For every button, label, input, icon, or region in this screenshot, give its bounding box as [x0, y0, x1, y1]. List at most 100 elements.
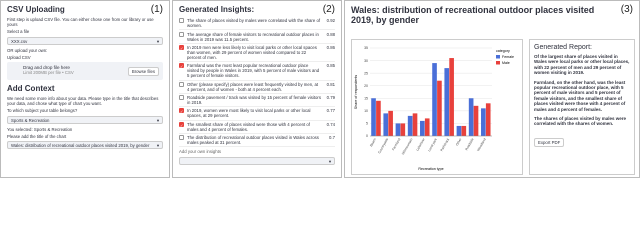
- insight-row: ✓ In 2019, women were most likely to visi…: [179, 107, 335, 121]
- insight-row: The average share of female visitors to …: [179, 30, 335, 44]
- legend-label: Male: [502, 61, 510, 65]
- x-tick-label: Woodland: [476, 137, 487, 152]
- report-paragraph: The shares of places visited by males we…: [534, 116, 627, 127]
- chart-frame: 0 5 10 15 20 25 30 35 Share of respondents Recrea…: [351, 39, 523, 175]
- insight-checkbox[interactable]: [179, 81, 184, 87]
- report-paragraph: Of the largest share of places visited i…: [534, 54, 630, 76]
- report-box: Generated Report: Of the largest share o…: [529, 39, 635, 175]
- section-title: Generated Insights:: [179, 5, 255, 14]
- x-tick-label: Countryside: [377, 137, 389, 154]
- legend-title: category: [496, 49, 510, 53]
- field-label: To which subject your table belongs?: [7, 108, 78, 114]
- insight-text: The share of places visited by males wer…: [187, 18, 321, 29]
- bar: [437, 80, 442, 136]
- subject-select[interactable]: Sports & Recreation: [7, 115, 163, 124]
- field-label: Please add the title of the chart: [7, 133, 67, 139]
- insight-row: ✓ In 2019 men were less likely to visit l…: [179, 44, 335, 63]
- insight-score: 0.74: [326, 121, 335, 127]
- legend-label: Female: [502, 55, 514, 59]
- y-tick-label: 5: [366, 122, 368, 126]
- field-label: Upload CSV: [7, 54, 31, 60]
- file-select[interactable]: XXX.csv: [7, 36, 163, 45]
- insight-list: The share of places visited by males wer…: [179, 17, 335, 148]
- y-tick-label: 15: [364, 96, 368, 100]
- browse-button[interactable]: Browse files: [127, 67, 159, 77]
- insight-checkbox[interactable]: ✓: [179, 121, 184, 128]
- insight-score: 0.79: [326, 95, 335, 101]
- insight-checkbox[interactable]: ✓: [179, 108, 184, 115]
- selected-text: You selected: Sports & Recreation: [7, 126, 73, 132]
- insight-text: Roadside pavement / track was visited by…: [187, 95, 321, 106]
- chart-title-input[interactable]: Wales: distribution of recreational outd…: [7, 141, 163, 150]
- insight-row: ✓ The smallest share of places visited we…: [179, 121, 335, 134]
- x-tick-label: Farmland: [391, 137, 401, 151]
- panel-marker: (1): [150, 4, 163, 15]
- report-text: Of the largest share of places visited i…: [534, 54, 630, 127]
- insight-row: The distribution of recreational outdoor…: [179, 134, 335, 148]
- or-text: OR upload your own:: [7, 47, 48, 53]
- insight-score: 0.85: [326, 63, 335, 69]
- y-tick-label: 10: [364, 109, 368, 113]
- bar: [461, 125, 467, 136]
- insight-score: 0.88: [326, 31, 335, 37]
- insight-text: The smallest share of places visited wer…: [187, 121, 310, 132]
- insight-checkbox[interactable]: [179, 31, 184, 37]
- x-tick-label: Lake/river: [415, 137, 426, 152]
- insight-text: In 2019 men were less likely to visit lo…: [187, 44, 317, 60]
- bar: [395, 123, 401, 136]
- bar: [424, 118, 430, 136]
- insight-text: The distribution of recreational outdoor…: [187, 135, 319, 146]
- x-tick-label: Hill/mountain: [401, 137, 414, 155]
- insights-panel: (2) Generated Insights: The share of pla…: [172, 0, 342, 178]
- upload-panel: (1) CSV Uploading First step is upload C…: [0, 0, 170, 178]
- insight-row: The share of places visited by males wer…: [179, 17, 335, 31]
- x-tick-label: Beach: [369, 137, 377, 147]
- x-tick-label: Other: [455, 137, 463, 147]
- insight-row: ✓ Farmland was the most least popular rec…: [179, 62, 335, 81]
- y-tick-label: 0: [366, 134, 368, 138]
- report-panel: (3) Wales: distribution of recreational …: [344, 0, 640, 178]
- insight-checkbox[interactable]: ✓: [179, 44, 184, 51]
- insight-checkbox[interactable]: ✓: [179, 63, 184, 70]
- y-axis-label: Share of respondents: [354, 75, 358, 110]
- y-tick-label: 20: [364, 84, 368, 88]
- panel-marker: (3): [620, 4, 633, 15]
- bar: [400, 123, 406, 136]
- insight-text: The average share of female visitors to …: [187, 31, 319, 42]
- bar: [456, 125, 462, 136]
- report-heading: Generated Report:: [534, 44, 592, 51]
- y-tick-label: 30: [364, 59, 368, 63]
- drop-zone[interactable]: Drag and drop file here Limit 200MB per …: [7, 62, 163, 81]
- bar: [485, 103, 491, 136]
- insight-text: In 2019, women were most likely to visit…: [187, 108, 311, 119]
- y-tick-label: 35: [364, 46, 368, 50]
- x-tick-label: Local park: [427, 137, 438, 152]
- insight-row: Roadside pavement / track was visited by…: [179, 94, 335, 108]
- bar: [432, 63, 437, 136]
- insight-text: Farmland was the most least popular recr…: [187, 63, 320, 79]
- export-button[interactable]: Export PDF: [534, 137, 565, 147]
- x-axis-label: Recreation type: [418, 167, 443, 171]
- bar: [473, 105, 479, 136]
- add-insight-input[interactable]: [179, 156, 335, 165]
- insight-text: Other (please specify) places were least…: [187, 81, 319, 92]
- y-tick-label: 25: [364, 71, 368, 75]
- insight-checkbox[interactable]: [179, 95, 184, 101]
- bar: [371, 98, 376, 136]
- section-title: Add Context: [7, 84, 55, 94]
- panel-marker: (2): [322, 4, 335, 15]
- insight-checkbox[interactable]: [179, 135, 184, 141]
- bar: [444, 68, 450, 136]
- report-title: Wales: distribution of recreational outd…: [351, 5, 595, 25]
- add-insight-label: Add your own insights: [179, 149, 222, 155]
- intro-text: First step is upload CSV file. You can e…: [7, 17, 154, 28]
- bar: [481, 108, 486, 136]
- report-paragraph: Farmland, on the other hand, was the lea…: [534, 79, 626, 112]
- bar: [412, 113, 418, 136]
- bar: [449, 58, 454, 136]
- section-title: CSV Uploading: [7, 5, 65, 14]
- insight-checkbox[interactable]: [179, 18, 184, 24]
- intro-text: We need some more info about your data. …: [7, 96, 159, 107]
- insight-score: 0.7: [329, 135, 335, 141]
- field-label: Select a file: [7, 29, 30, 35]
